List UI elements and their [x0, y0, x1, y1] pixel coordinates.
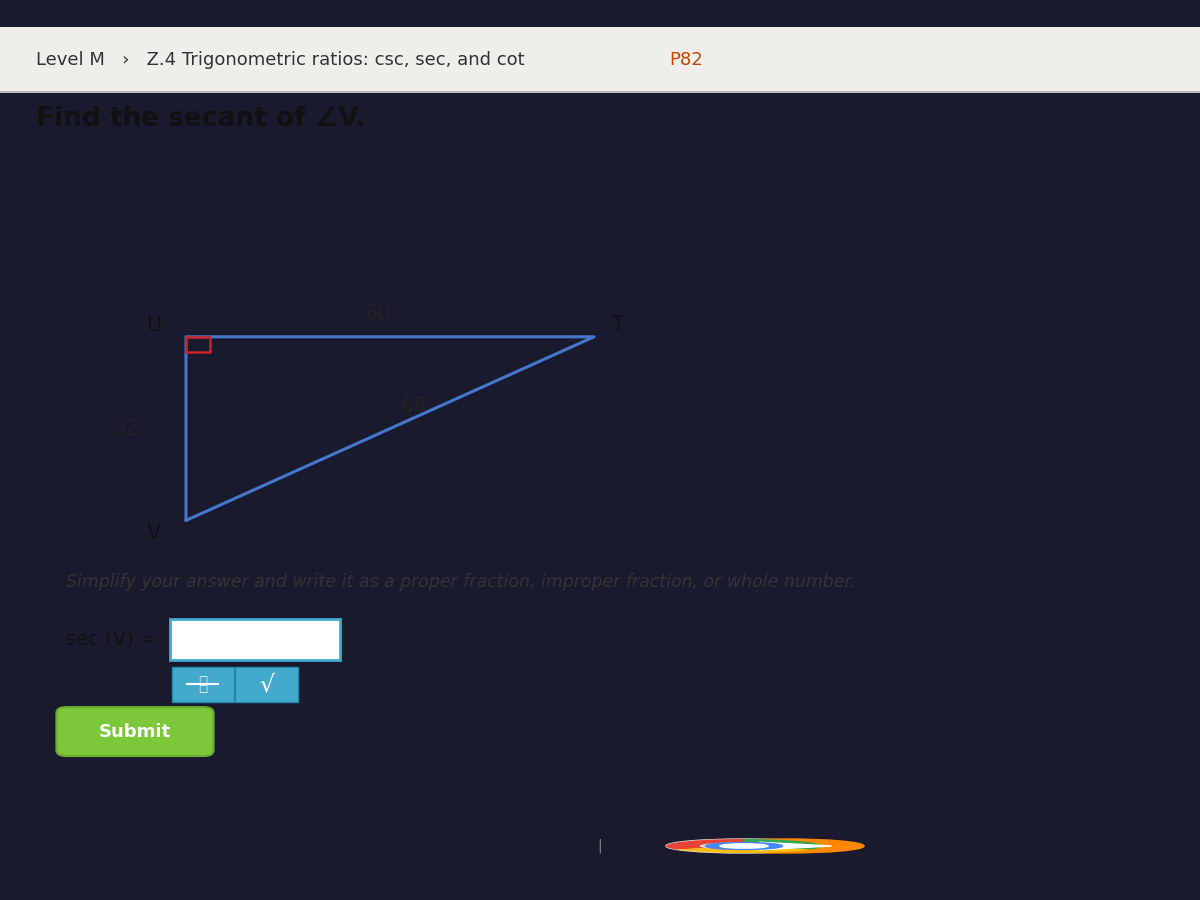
FancyBboxPatch shape [0, 27, 1200, 92]
Text: Simplify your answer and write it as a proper fraction, improper fraction, or wh: Simplify your answer and write it as a p… [66, 572, 856, 590]
Wedge shape [666, 839, 744, 850]
Text: Find the secant of ∠V.: Find the secant of ∠V. [36, 106, 365, 131]
Text: |: | [598, 839, 602, 853]
Text: □: □ [198, 685, 208, 695]
Wedge shape [744, 839, 822, 850]
Text: sec (V) =: sec (V) = [66, 629, 156, 649]
Text: T: T [612, 315, 624, 336]
FancyBboxPatch shape [235, 667, 298, 702]
FancyBboxPatch shape [172, 667, 234, 702]
Text: 32: 32 [113, 418, 139, 438]
Circle shape [666, 839, 822, 853]
Text: P82: P82 [670, 50, 703, 68]
Text: √: √ [259, 672, 274, 696]
Text: 68: 68 [401, 396, 427, 416]
Circle shape [706, 842, 782, 850]
Text: Submit: Submit [98, 723, 172, 741]
FancyBboxPatch shape [170, 619, 340, 661]
Polygon shape [760, 842, 832, 850]
Circle shape [720, 844, 768, 848]
Text: U: U [146, 315, 161, 336]
Circle shape [708, 839, 864, 853]
Text: 60: 60 [365, 304, 391, 324]
Text: V: V [146, 524, 161, 544]
FancyBboxPatch shape [56, 707, 214, 756]
Wedge shape [677, 848, 811, 853]
Text: □: □ [198, 675, 208, 685]
Text: Level M   ›   Z.4 Trigonometric ratios: csc, sec, and cot: Level M › Z.4 Trigonometric ratios: csc,… [36, 50, 536, 68]
